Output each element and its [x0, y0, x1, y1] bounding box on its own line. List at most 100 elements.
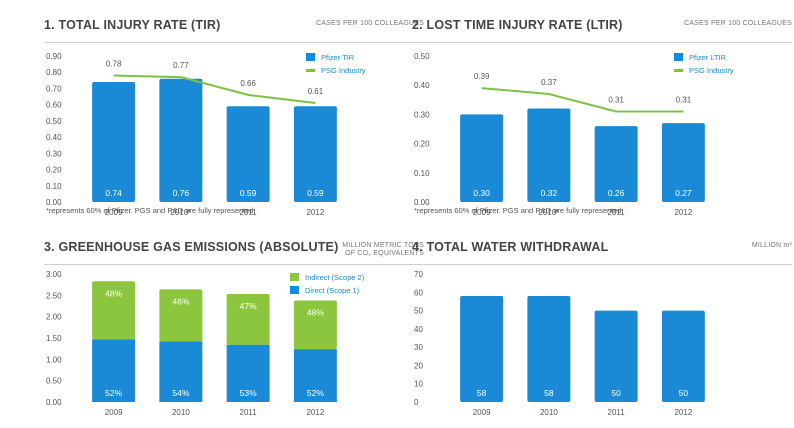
bar-data-label: 48%: [105, 288, 122, 298]
bar: [527, 295, 571, 402]
line-data-label: 0.31: [608, 95, 624, 104]
y-tick-label: 2.00: [46, 313, 62, 322]
y-tick-label: 0.50: [414, 52, 430, 61]
x-tick-label: 2010*: [170, 208, 191, 217]
y-tick-label: 0.30: [46, 149, 62, 158]
y-tick-label: 40: [414, 325, 423, 334]
x-tick-label: 2011: [608, 208, 626, 217]
bar-data-label: 0.32: [541, 188, 558, 198]
bar-data-label: 0.76: [173, 188, 190, 198]
y-tick-label: 0.40: [46, 133, 62, 142]
x-tick-label: 2010: [172, 408, 190, 417]
y-tick-label: 30: [414, 343, 423, 352]
line-data-label: 0.77: [173, 61, 189, 70]
x-tick-label: 2011: [608, 408, 626, 417]
y-tick-label: 0.90: [46, 52, 62, 61]
line-data-label: 0.66: [240, 79, 256, 88]
bar: [226, 106, 270, 202]
bar-data-label: 53%: [240, 388, 257, 398]
y-tick-label: 50: [414, 307, 423, 316]
bar-data-label: 50: [679, 388, 689, 398]
industry-line: [481, 87, 684, 113]
title-divider: [44, 42, 424, 43]
line-data-label: 0.78: [106, 59, 122, 68]
panel-title: 1. TOTAL INJURY RATE (TIR): [44, 18, 221, 32]
bar-indirect: [92, 281, 136, 340]
x-tick-label: 2012: [306, 208, 324, 217]
bar: [92, 81, 136, 202]
footnote: *represents 60% of Pfizer. PGS and R&D a…: [46, 206, 256, 215]
bar-direct: [293, 349, 337, 402]
bar-direct: [92, 339, 136, 402]
title-divider: [412, 264, 792, 265]
panel-title: 3. GREENHOUSE GAS EMISSIONS (ABSOLUTE): [44, 240, 339, 254]
bar-data-label: 0.30: [473, 188, 490, 198]
y-tick-label: 0.80: [46, 68, 62, 77]
x-tick-label: 2010: [540, 408, 558, 417]
panel-unit: MILLION m³: [751, 242, 792, 249]
panel-title: 4. TOTAL WATER WITHDRAWAL: [412, 240, 609, 254]
bar: [594, 126, 638, 202]
bar-data-label: 0.59: [240, 188, 257, 198]
y-tick-label: 0.00: [46, 398, 62, 407]
legend-label: PSG Industry: [321, 66, 366, 75]
footnote: *represents 60% of Pfizer. PGS and R&D a…: [414, 206, 624, 215]
legend-swatch: [306, 69, 315, 72]
y-tick-label: 0.20: [414, 140, 430, 149]
bar-data-label: 50: [611, 388, 621, 398]
bar-data-label: 0.59: [307, 188, 324, 198]
y-tick-label: 0.60: [46, 101, 62, 110]
bar-data-label: 58: [477, 388, 487, 398]
bar-data-label: 52%: [105, 388, 122, 398]
legend-label: Direct (Scope 1): [305, 286, 360, 295]
y-tick-label: 0.70: [46, 84, 62, 93]
ltir-chart: 0.00 0.10 0.20 0.30 0.40 0.50 2009 2010* 2011 201…: [414, 52, 734, 217]
y-tick-label: 0.30: [414, 110, 430, 119]
bar: [460, 114, 504, 202]
x-tick-label: 2012: [306, 408, 324, 417]
bar: [527, 108, 571, 202]
industry-line: [113, 74, 316, 104]
bar: [460, 295, 504, 402]
bar-direct: [159, 341, 203, 402]
y-tick-label: 3.00: [46, 270, 62, 279]
panel-unit: CASES PER 100 COLLEAGUES: [316, 20, 424, 27]
x-tick-label: 2009: [473, 408, 491, 417]
panel-unit: MILLION METRIC TONS OF CO₂ EQUIVALENTS: [342, 242, 424, 257]
panel-title: 2. LOST TIME INJURY RATE (LTIR): [412, 18, 623, 32]
bar-data-label: 0.27: [675, 188, 692, 198]
bar-direct: [226, 344, 270, 402]
x-tick-label: 2009: [105, 408, 123, 417]
y-tick-label: 60: [414, 288, 423, 297]
y-tick-label: 10: [414, 380, 423, 389]
legend-label: Pfizer TIR: [321, 53, 355, 62]
x-tick-label: 2009: [105, 208, 123, 217]
bar-data-label: 0.26: [608, 188, 625, 198]
x-tick-label: 2009: [473, 208, 491, 217]
tir-chart: 0.00 0.10 0.20 0.30 0.40 0.50 0.60 0.70 0.80 0.90…: [46, 52, 366, 217]
x-tick-label: 2012: [674, 408, 692, 417]
bar-data-label: 47%: [240, 301, 257, 311]
y-tick-label: 0.00: [414, 198, 430, 207]
bar: [293, 106, 337, 202]
y-tick-label: 0: [414, 398, 419, 407]
y-tick-label: 1.00: [46, 355, 62, 364]
y-tick-label: 0.10: [46, 182, 62, 191]
legend-swatch: [674, 69, 683, 72]
y-tick-label: 2.50: [46, 291, 62, 300]
bar-data-label: 46%: [172, 296, 189, 306]
bar: [661, 123, 705, 202]
bar-data-label: 52%: [307, 388, 324, 398]
title-divider: [412, 42, 792, 43]
bar: [159, 78, 203, 202]
line-data-label: 0.31: [676, 95, 692, 104]
y-tick-label: 0.40: [414, 81, 430, 90]
legend-swatch: [290, 273, 299, 281]
panel-unit: CASES PER 100 COLLEAGUES: [684, 20, 792, 27]
y-tick-label: 20: [414, 361, 423, 370]
bar-indirect: [293, 300, 337, 350]
x-tick-label: 2011: [240, 208, 258, 217]
legend-label: Pfizer LTIR: [689, 53, 727, 62]
x-tick-label: 2012: [674, 208, 692, 217]
water-chart: 0 10 20 30 40 50 60 70 2009 2010 2011 2012 58 58 50 50: [414, 270, 705, 417]
